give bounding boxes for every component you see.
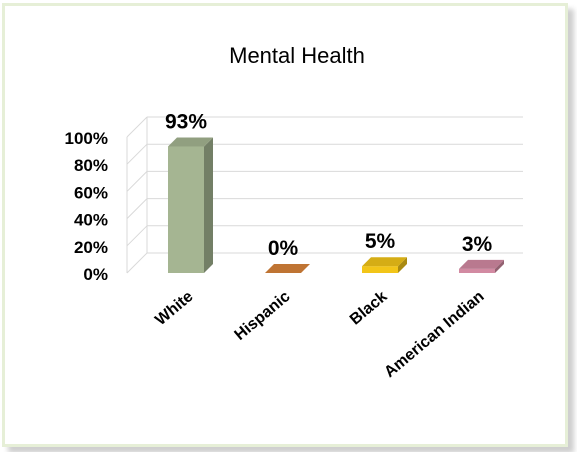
bar-black [362,257,407,273]
gridline-side [126,116,148,138]
data-label: 5% [365,230,396,253]
bar-front [459,268,495,273]
bar-side [495,259,504,273]
bar-front [168,146,204,273]
bar-american-indian [459,259,504,273]
bar-front [362,266,398,273]
bar-top [459,259,504,269]
bar-white [168,137,213,273]
chart-frame [2,3,568,447]
x-tick-label: Hispanic [232,288,294,344]
y-tick-label: 40% [74,211,108,230]
data-label: 0% [268,237,299,260]
gridline-side [126,225,148,247]
data-label: 3% [462,233,493,256]
y-tick-label: 80% [74,156,108,175]
data-label: 93% [165,111,207,134]
y-tick-label: 20% [74,238,108,257]
gridline-side [126,143,148,165]
bar-top [168,137,213,147]
y-tick-label: 100% [65,129,108,148]
chart-title: Mental Health [229,43,365,68]
bar-top [265,264,310,273]
bar-side [204,137,213,273]
x-tick-label: White [152,288,196,329]
gridline-side [126,198,148,219]
x-tick-label: Black [347,288,391,329]
bar-side [398,257,407,273]
gridline-side [126,171,148,192]
y-tick-label: 0% [83,265,108,284]
x-tick-label: American Indian [381,288,487,381]
gridline-side [126,252,148,274]
bar-top [362,257,407,267]
y-tick-label: 60% [74,183,108,202]
bar-hispanic [265,264,310,273]
